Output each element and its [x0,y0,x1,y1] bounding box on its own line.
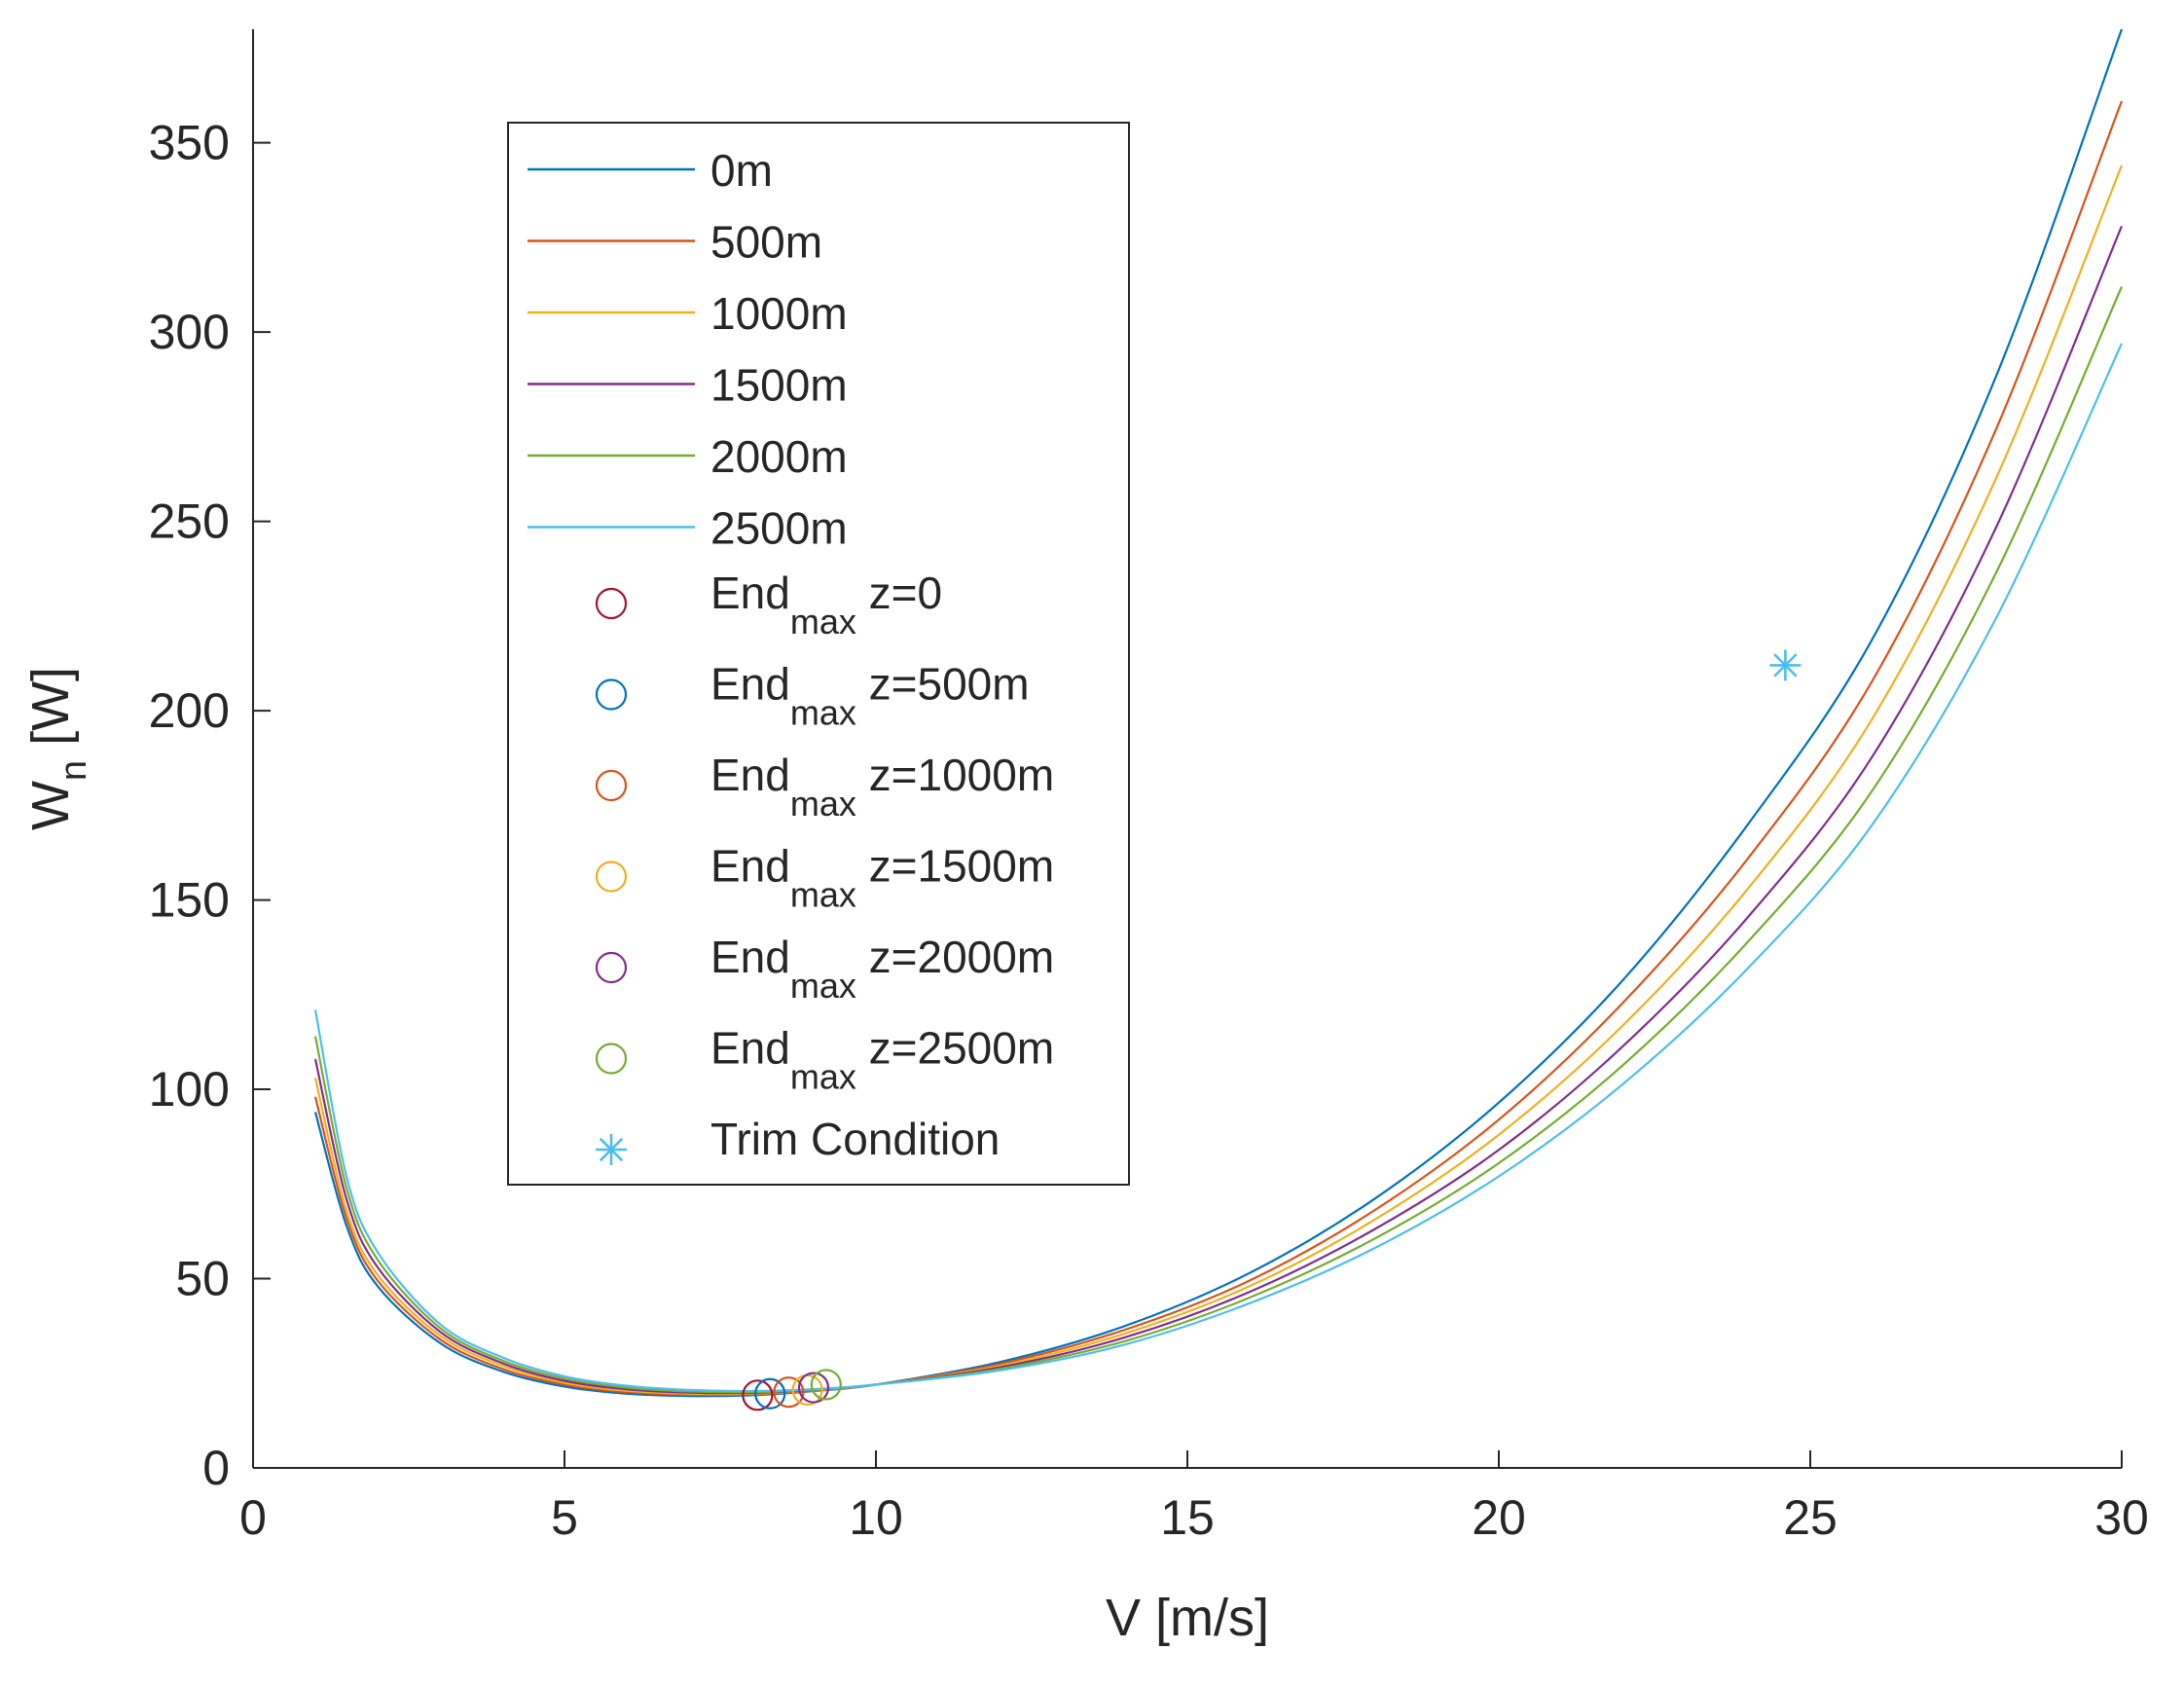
y-axis-label: Wn [W] [21,667,94,830]
series-line-2500m [313,343,2124,1393]
legend-label: 500m [710,217,822,268]
y-tick-label: 250 [149,495,230,549]
y-tick-label: 350 [149,116,230,170]
legend-box [507,122,1130,1186]
y-axis-label-sub: n [54,760,94,781]
legend-marker-asterisk [596,1134,627,1165]
x-tick-label: 30 [2094,1490,2149,1545]
legend-label: 2500m [710,503,848,554]
marker-circle-5 [810,1369,842,1401]
legend-label-rest: z=1500m [856,841,1054,892]
x-tick-label: 15 [1160,1490,1215,1545]
legend-label: Endmax z=0 [710,568,942,641]
y-axis-label-base: W [21,781,80,830]
legend-label: Endmax z=1000m [710,750,1054,824]
legend-label-sub: max [790,966,856,1006]
series-line-1500m [313,225,2124,1395]
x-tick-label: 0 [239,1490,267,1545]
series-line-0m [313,28,2124,1398]
legend-label-sub: max [790,602,856,641]
marker-circle-2 [773,1376,805,1409]
y-tick-label: 150 [149,873,230,928]
legend-label-base: End [710,841,790,892]
series-line-500m [313,100,2124,1397]
legend-label: 0m [710,145,773,196]
legend-label-rest: z=2500m [856,1023,1054,1074]
legend-label: Trim Condition [710,1114,1000,1164]
y-tick-label: 300 [149,305,230,359]
legend-label-base: Trim Condition [710,1114,1000,1164]
y-tick-label: 0 [202,1441,230,1495]
legend-label-base: End [710,1023,790,1074]
marker-circle-0 [742,1379,774,1411]
legend-label-base: End [710,568,790,618]
marker-circle-1 [754,1377,786,1410]
legend-label-sub: max [790,693,856,733]
legend-label: 1000m [710,288,848,339]
legend-label-rest: z=2000m [856,932,1054,982]
legend-marker-circle-5 [595,1043,628,1075]
legend-label: Endmax z=2500m [710,1023,1054,1097]
legend-label-sub: max [790,875,856,915]
legend-label: Endmax z=500m [710,659,1030,733]
legend-label-sub: max [790,784,856,824]
x-tick-label: 25 [1783,1490,1838,1545]
legend-label-sub: max [790,1057,856,1097]
legend-marker-asterisk-stroke [599,1137,624,1162]
marker-asterisk-6-stroke [1773,653,1798,678]
legend-label: 2000m [710,431,848,482]
legend-marker-circle-4 [595,951,628,984]
legend-label: Endmax z=2000m [710,932,1054,1006]
x-axis-label: V [m/s] [1106,1589,1269,1647]
legend-label-base: End [710,750,790,800]
markers-layer [742,649,1802,1411]
legend-marker-circle-1 [595,678,628,711]
legend-label-rest: z=500m [856,659,1030,710]
x-tick-label: 20 [1472,1490,1526,1545]
marker-circle-4 [797,1372,830,1404]
legend-label-base: End [710,659,790,710]
legend-marker-circle-3 [595,861,628,893]
y-tick-label: 50 [175,1252,230,1306]
x-tick-label: 5 [551,1490,578,1545]
curves-layer [313,28,2124,1398]
x-tick-label: 10 [849,1490,903,1545]
series-line-1000m [313,165,2124,1396]
legend-label-rest: z=0 [856,568,942,618]
legend-label: 1500m [710,360,848,411]
series-line-2000m [313,286,2124,1394]
legend-marker-circle-0 [595,587,628,620]
y-axis-label-rest: [W] [21,667,80,760]
legend-label-rest: z=1000m [856,750,1054,800]
y-tick-label: 100 [149,1062,230,1117]
y-tick-label: 200 [149,683,230,738]
legend-marker-circle-2 [595,769,628,802]
legend-label-base: End [710,932,790,982]
legend-label: Endmax z=1500m [710,841,1054,915]
marker-asterisk-6 [1769,649,1802,681]
